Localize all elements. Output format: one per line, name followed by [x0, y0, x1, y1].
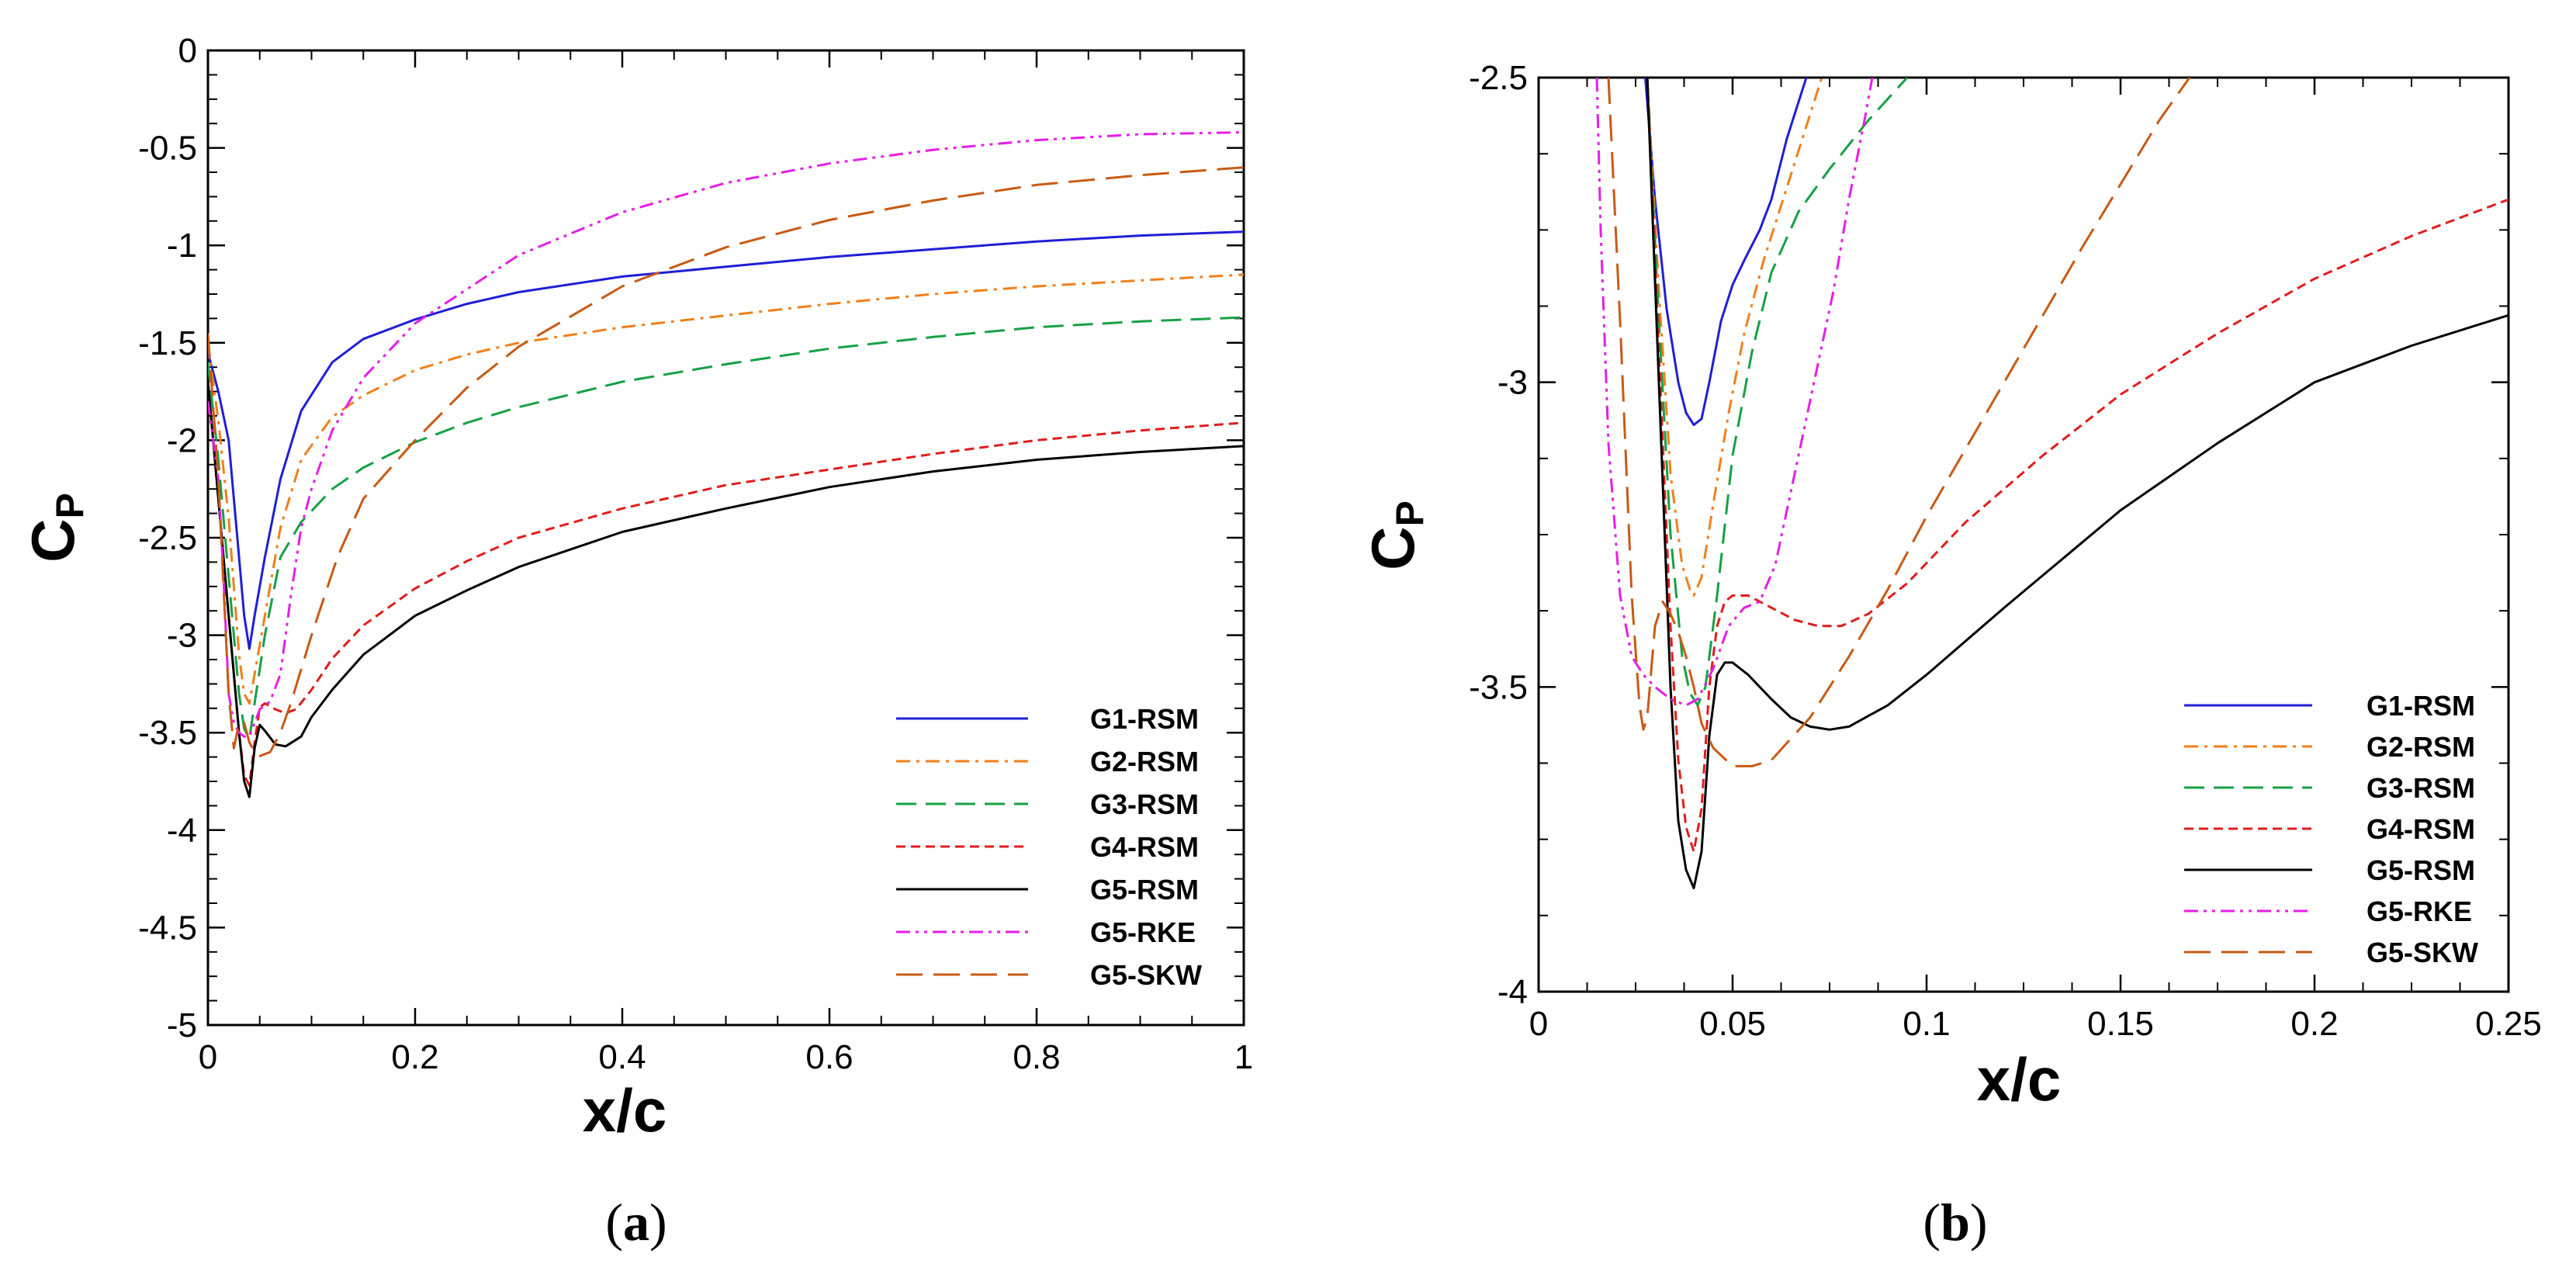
panel-a-legend-label-g5-skw: G5-SKW [1090, 959, 1202, 991]
panel-b-legend-label-g5-rsm: G5-RSM [2367, 854, 2475, 886]
panel-b-xtick-label: 0.1 [1903, 1005, 1950, 1043]
panel-b-ytick-label: -3.5 [1469, 668, 1528, 706]
panel-b-series-g5-skw [1607, 78, 2191, 767]
panel-b-ytick-label: -4 [1497, 973, 1528, 1011]
panel-b-legend-label-g4-rsm: G4-RSM [2367, 813, 2475, 845]
caption-b: (b) [1923, 1193, 1987, 1252]
panel-a-xtick-label: 0.6 [805, 1038, 853, 1076]
panel-a-ytick-label: -2.5 [138, 519, 197, 557]
panel-a-ytick-label: -2 [167, 421, 197, 459]
panel-a-legend-label-g1-rsm: G1-RSM [1090, 703, 1199, 735]
panel-a-xtick-label: 0 [199, 1038, 217, 1076]
panel-a-ylabel: CP [19, 493, 92, 563]
panel-a-legend-label-g2-rsm: G2-RSM [1090, 746, 1199, 777]
panel-a-xtick-label: 0.8 [1013, 1038, 1060, 1076]
panel-a-ylabel-subscript: P [48, 493, 92, 518]
panel-b-series-g3-rsm [1646, 78, 1909, 707]
panel-b-legend-label-g2-rsm: G2-RSM [2367, 731, 2475, 763]
panel-a-ytick-label: -3 [167, 617, 197, 655]
panel-a-ytick-label: -1.5 [138, 324, 197, 362]
panel-a-ytick-label: -0.5 [138, 130, 197, 168]
panel-b-legend-label-g5-rke: G5-RKE [2367, 895, 2472, 927]
panel-b-series-g1-rsm [1644, 78, 1808, 427]
panel-a-legend-label-g5-rke: G5-RKE [1090, 916, 1196, 948]
panel-b-xtick-label: 0.05 [1699, 1005, 1766, 1043]
panel-a-series-g3-rsm [208, 316, 1244, 740]
caption-a: (a) [605, 1193, 667, 1252]
panel-a-series-g5-rsm [208, 381, 1244, 798]
panel-a-series-g5-rke [208, 131, 1244, 738]
panel-b-xtick-label: 0.2 [2290, 1005, 2338, 1043]
panel-a-series-g4-rsm [208, 381, 1244, 787]
panel-a-ytick-label: -4.5 [138, 909, 197, 947]
panel-a-series-g1-rsm [208, 230, 1244, 650]
panel-a-plot-frame [206, 49, 1245, 1027]
panel-a-ytick-label: -4 [167, 812, 197, 850]
panel-b-series-g5-rsm [1646, 78, 2508, 889]
panel-b-chart: x/c CP 0 0.05 0.1 0.15 0.2 0.25 -2.5 -3 -3.5 -4 G1… [1359, 59, 2542, 1113]
panel-a-xlabel: x/c [583, 1076, 667, 1145]
panel-b-series-g2-rsm [1646, 78, 1823, 597]
panel-a-series-group [208, 131, 1244, 798]
panel-a-series-g5-skw [208, 166, 1244, 757]
panel-b-xtick-label: 0 [1529, 1005, 1548, 1043]
panel-b-ylabel: CP [1359, 500, 1432, 570]
panel-b-series-g4-rsm [1646, 78, 2508, 853]
panel-b-xlabel: x/c [1977, 1045, 2061, 1113]
panel-b-legend-label-g5-skw: G5-SKW [2367, 937, 2478, 968]
panel-a-xtick-label: 0.2 [391, 1038, 438, 1076]
panel-b-legend-label-g1-rsm: G1-RSM [2367, 690, 2475, 722]
panel-a-chart: x/c CP 0 0.2 0.4 0.6 0.8 1 0 -0.5 -1 -1.5 -2 -2.5 -3… [19, 32, 1253, 1145]
panel-a-legend-label-g3-rsm: G3-RSM [1090, 788, 1199, 820]
panel-a-xtick-label: 1 [1234, 1038, 1253, 1076]
panel-a-legend-label-g5-rsm: G5-RSM [1090, 874, 1199, 906]
panel-b-xtick-label: 0.25 [2475, 1005, 2542, 1043]
panel-b-series-g5-rke [1595, 78, 1874, 707]
panel-b-legend-label-g3-rsm: G3-RSM [2367, 772, 2475, 804]
panel-a-ytick-label: -5 [167, 1006, 197, 1044]
panel-a-legend-label-g4-rsm: G4-RSM [1090, 831, 1199, 863]
panel-b-xtick-label: 0.15 [2087, 1005, 2154, 1043]
panel-b-series-group [1595, 78, 2508, 889]
panel-a-xtick-label: 0.4 [598, 1038, 646, 1076]
panel-b-ylabel-subscript: P [1388, 500, 1432, 526]
panel-a-ytick-label: 0 [178, 32, 197, 70]
panel-b-ytick-label: -2.5 [1469, 59, 1528, 97]
panel-a-ytick-label: -1 [167, 227, 197, 265]
panel-a-ytick-label: -3.5 [138, 714, 197, 752]
panel-b-ytick-label: -3 [1497, 364, 1528, 402]
